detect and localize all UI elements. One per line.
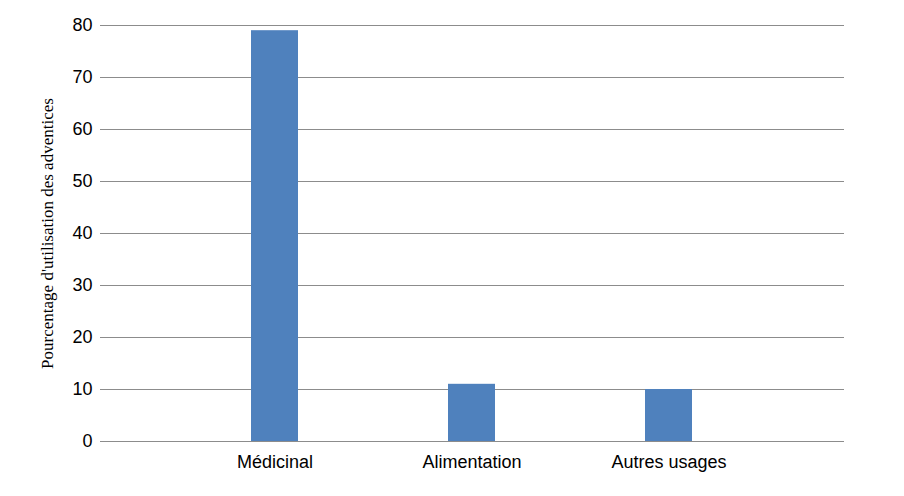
svg-text:Médicinal: Médicinal (237, 452, 313, 472)
svg-text:10: 10 (72, 379, 92, 399)
svg-text:Pourcentage d'utilisation des: Pourcentage d'utilisation des adventices (38, 98, 57, 369)
svg-text:Autres usages: Autres usages (611, 452, 726, 472)
svg-text:Alimentation: Alimentation (422, 452, 521, 472)
svg-text:30: 30 (72, 275, 92, 295)
svg-text:50: 50 (72, 171, 92, 191)
svg-text:0: 0 (82, 431, 92, 451)
svg-text:20: 20 (72, 327, 92, 347)
svg-text:60: 60 (72, 119, 92, 139)
svg-text:80: 80 (72, 15, 92, 35)
svg-text:40: 40 (72, 223, 92, 243)
svg-text:70: 70 (72, 67, 92, 87)
